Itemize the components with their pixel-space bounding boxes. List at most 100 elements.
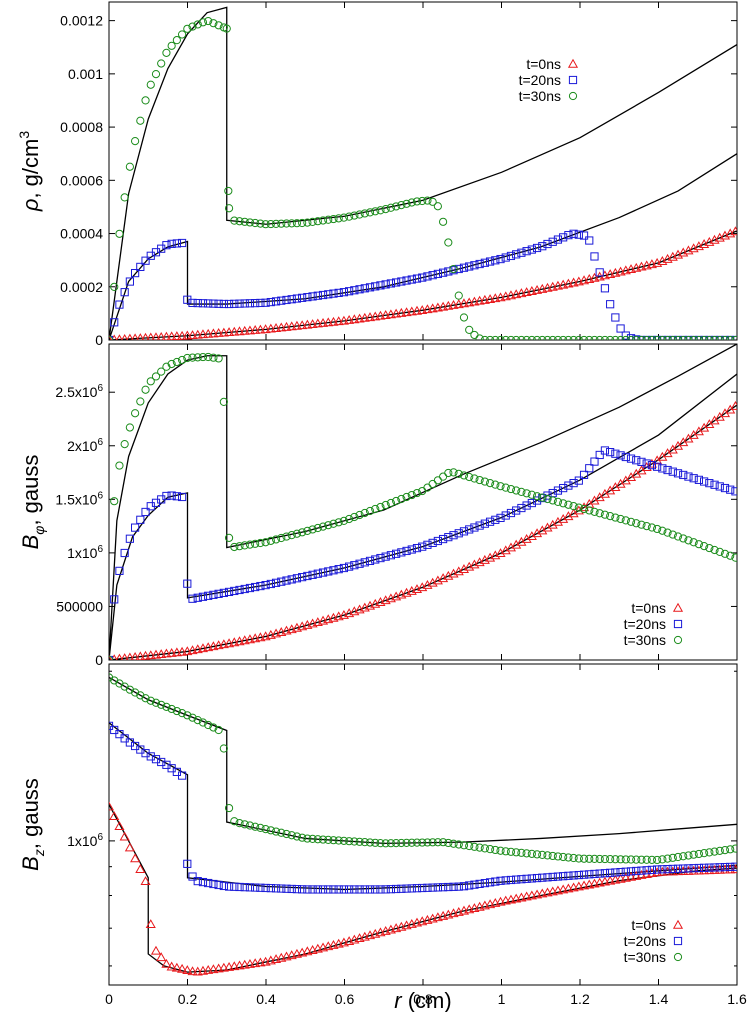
square-marker bbox=[350, 885, 359, 894]
circle-marker bbox=[731, 553, 737, 562]
circle-marker bbox=[193, 353, 202, 362]
circle-marker bbox=[183, 353, 192, 363]
square-marker bbox=[585, 236, 594, 245]
triangle-marker bbox=[568, 508, 579, 518]
circle-marker bbox=[579, 335, 589, 340]
circle-marker bbox=[339, 516, 349, 526]
circle-marker bbox=[454, 840, 463, 849]
circle-marker bbox=[167, 41, 176, 50]
circle-marker bbox=[115, 229, 124, 238]
triangle-marker bbox=[260, 324, 271, 334]
circle-marker bbox=[355, 837, 364, 846]
circle-marker bbox=[183, 24, 192, 33]
circle-marker bbox=[308, 834, 317, 844]
square-marker bbox=[454, 264, 463, 274]
square-marker bbox=[480, 519, 489, 528]
circle-marker bbox=[637, 520, 646, 529]
triangle-marker bbox=[244, 958, 256, 968]
square-marker bbox=[600, 284, 610, 293]
square-marker bbox=[209, 879, 218, 889]
circle-marker bbox=[522, 489, 531, 498]
x-tick-label: 0.2 bbox=[178, 991, 198, 1007]
square-marker bbox=[673, 864, 683, 873]
square-marker bbox=[532, 243, 542, 253]
circle-marker bbox=[172, 357, 181, 367]
square-marker bbox=[386, 279, 395, 288]
square-marker bbox=[689, 864, 698, 873]
square-marker bbox=[694, 863, 703, 873]
series-t-20ns bbox=[109, 229, 737, 340]
triangle-marker bbox=[516, 536, 527, 546]
circle-marker bbox=[616, 335, 625, 340]
triangle-marker bbox=[140, 876, 151, 886]
square-marker bbox=[136, 515, 145, 524]
circle-marker bbox=[720, 335, 730, 340]
circle-marker bbox=[240, 541, 249, 550]
circle-marker bbox=[110, 497, 119, 506]
triangle-marker bbox=[213, 963, 224, 973]
circle-marker bbox=[590, 335, 599, 340]
circle-marker bbox=[444, 468, 453, 478]
square-marker bbox=[339, 288, 349, 297]
circle-marker bbox=[183, 711, 192, 720]
triangle-marker bbox=[124, 842, 135, 852]
analytic-line bbox=[109, 344, 737, 660]
square-marker bbox=[209, 590, 218, 599]
triangle-marker bbox=[187, 966, 198, 976]
x-tick-label: 0 bbox=[105, 991, 113, 1007]
square-marker bbox=[313, 569, 322, 578]
circle-marker bbox=[606, 512, 615, 521]
circle-marker bbox=[412, 197, 422, 206]
circle-marker bbox=[512, 486, 521, 495]
triangle-marker bbox=[255, 957, 266, 967]
square-marker bbox=[141, 507, 150, 517]
triangle-marker bbox=[109, 801, 115, 811]
triangle-marker bbox=[344, 314, 355, 324]
square-marker bbox=[564, 871, 573, 880]
square-marker bbox=[245, 583, 255, 593]
triangle-marker bbox=[406, 306, 417, 316]
triangle-marker bbox=[177, 646, 188, 656]
triangle-marker bbox=[126, 333, 134, 340]
circle-marker bbox=[193, 715, 202, 725]
x-tick-label: 0.6 bbox=[335, 991, 355, 1007]
triangle-marker bbox=[218, 327, 229, 337]
square-marker bbox=[365, 283, 375, 292]
circle-marker bbox=[632, 855, 641, 864]
square-marker bbox=[219, 299, 228, 309]
triangle-marker bbox=[177, 330, 188, 340]
square-marker bbox=[543, 239, 552, 249]
square-marker bbox=[162, 241, 171, 250]
circle-marker bbox=[157, 59, 166, 68]
circle-marker bbox=[115, 461, 124, 470]
square-marker bbox=[266, 579, 275, 589]
triangle-marker bbox=[391, 308, 402, 318]
square-marker bbox=[334, 288, 343, 297]
square-marker bbox=[334, 885, 343, 894]
circle-marker bbox=[376, 502, 385, 512]
circle-marker bbox=[131, 409, 140, 418]
circle-marker bbox=[261, 220, 270, 229]
circle-marker bbox=[428, 197, 437, 206]
triangle-marker bbox=[166, 647, 177, 657]
square-marker bbox=[569, 871, 578, 880]
legend-label: t=0ns bbox=[631, 917, 666, 933]
circle-marker bbox=[245, 540, 255, 549]
circle-marker bbox=[371, 207, 380, 216]
circle-marker bbox=[224, 204, 234, 213]
legend-label: t=20ns bbox=[624, 933, 666, 949]
triangle-marker bbox=[136, 333, 145, 340]
triangle-marker bbox=[521, 533, 532, 543]
circle-marker bbox=[705, 543, 714, 553]
square-marker bbox=[282, 295, 291, 305]
square-marker bbox=[397, 277, 406, 286]
square-marker bbox=[261, 883, 270, 893]
square-marker bbox=[120, 734, 129, 743]
circle-marker bbox=[407, 490, 416, 500]
circle-marker bbox=[345, 837, 354, 846]
circle-marker bbox=[465, 841, 474, 851]
square-marker bbox=[360, 558, 369, 567]
circle-marker bbox=[282, 219, 291, 228]
circle-marker bbox=[298, 528, 307, 537]
triangle-marker bbox=[547, 519, 558, 529]
